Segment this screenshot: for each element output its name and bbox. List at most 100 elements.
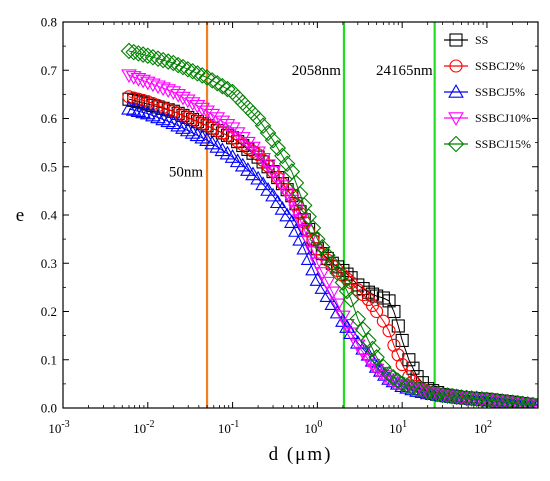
series-2-point-26 xyxy=(250,170,266,185)
series-3-point-30 xyxy=(269,173,286,187)
series-3-point-18 xyxy=(209,112,226,127)
series-3-point-5 xyxy=(145,78,161,93)
series-4-point-55 xyxy=(389,372,407,389)
series-2-point-15 xyxy=(194,129,211,144)
series-4-point-12 xyxy=(179,60,197,78)
series-3-point-23 xyxy=(234,132,251,146)
series-2-point-42 xyxy=(324,296,341,310)
series-4-point-52 xyxy=(375,358,392,376)
series-3-point-50 xyxy=(364,358,381,373)
series-4-point-3 xyxy=(134,46,152,63)
series-4-point-77 xyxy=(499,393,516,408)
series-4-point-56 xyxy=(393,375,411,393)
series-4-point-53 xyxy=(380,365,398,383)
series-4-point-62 xyxy=(424,384,441,402)
annotations: 50nm 2058nm 24165nm xyxy=(169,63,433,180)
series-4-point-45 xyxy=(338,282,356,300)
series-4-point-31 xyxy=(274,147,291,165)
series-4-point-8 xyxy=(159,53,177,70)
series-3-point-66 xyxy=(439,390,456,405)
series-4-point-30 xyxy=(269,139,287,157)
y-tick-label: 0.6 xyxy=(41,111,58,126)
series-2-point-8 xyxy=(160,113,177,128)
y-axis-title: e xyxy=(16,205,24,226)
series-4-point-6 xyxy=(149,50,167,67)
series-4-point-47 xyxy=(349,310,367,328)
series-3-point-3 xyxy=(135,74,151,89)
series-3-point-64 xyxy=(429,388,446,403)
series-4-point-10 xyxy=(169,56,187,74)
legend-marker-0 xyxy=(449,33,463,47)
series-2-point-23 xyxy=(234,157,251,172)
legend-label-0: SS xyxy=(475,33,488,47)
series-4-point-58 xyxy=(403,378,421,396)
series-3-point-32 xyxy=(279,187,295,202)
series-3-point-6 xyxy=(150,80,166,95)
series-2-point-28 xyxy=(260,182,276,196)
series-4-point-4 xyxy=(139,47,157,65)
series-3-point-40 xyxy=(314,267,331,281)
series-4-point-41 xyxy=(319,246,336,264)
series-3-point-22 xyxy=(229,127,246,141)
legend-label-3: SSBCJ10% xyxy=(475,111,531,125)
y-tick-label: 0.7 xyxy=(41,63,58,78)
series-2-point-36 xyxy=(296,240,313,255)
series-2-point-47 xyxy=(349,334,366,349)
series-4-point-71 xyxy=(468,390,486,408)
series-1-point-46 xyxy=(344,275,358,290)
annotation-1: 2058nm xyxy=(292,63,342,79)
x-tick-label: 10-2 xyxy=(133,419,154,436)
series-4-point-68 xyxy=(453,389,470,406)
series-3-point-65 xyxy=(434,389,451,404)
y-tick-label: 0.4 xyxy=(41,208,58,223)
series-3-point-46 xyxy=(343,327,359,342)
series-3-point-35 xyxy=(292,214,308,228)
series-4-point-14 xyxy=(189,65,206,82)
series-3-point-4 xyxy=(139,76,156,91)
series-3-point-33 xyxy=(283,194,300,209)
series-3-point-67 xyxy=(444,390,460,405)
series-4-point-51 xyxy=(368,349,385,366)
series-3-point-44 xyxy=(335,310,351,325)
series-2-point-1 xyxy=(125,102,142,116)
series-2-point-30 xyxy=(269,194,286,209)
series-3-point-38 xyxy=(305,246,321,261)
series-4-point-39 xyxy=(309,230,326,248)
series-4-point-57 xyxy=(398,377,416,394)
series-2-point-32 xyxy=(279,207,295,222)
series-3-point-7 xyxy=(155,82,171,97)
series-4-point-17 xyxy=(203,72,221,89)
series-2-point-44 xyxy=(335,313,351,327)
series-4-point-75 xyxy=(488,392,506,408)
series-3-point-41 xyxy=(319,276,336,291)
y-tick-label: 0.3 xyxy=(41,256,57,271)
legend-label-2: SSBCJ5% xyxy=(475,85,525,99)
series-3-point-16 xyxy=(199,105,215,120)
legend-marker-4 xyxy=(447,135,465,153)
series-2-point-29 xyxy=(265,187,281,202)
series-4-point-7 xyxy=(154,51,172,69)
series-2-point-10 xyxy=(170,117,186,132)
series-3-point-24 xyxy=(240,136,256,151)
axis-ticks: 10-3 10-2 10-1 100 101 102 0.0 0.1 0.2 0.3 0.4 0.5 0… xyxy=(41,15,539,436)
series-3-point-84 xyxy=(530,399,538,408)
x-tick-label: 10-1 xyxy=(218,419,239,436)
series-4-point-2 xyxy=(130,45,147,62)
series-4-point-13 xyxy=(184,63,201,80)
series-3-point-21 xyxy=(224,122,241,137)
data-series xyxy=(120,42,538,408)
series-4-point-1 xyxy=(125,43,142,61)
series-3-point-29 xyxy=(265,165,281,180)
series-1-point-38 xyxy=(306,233,320,247)
series-2-point-22 xyxy=(229,153,246,168)
series-2-point-4 xyxy=(139,105,156,120)
series-3-point-34 xyxy=(288,204,304,219)
series-4-point-63 xyxy=(429,385,446,403)
series-4-point-29 xyxy=(264,131,282,149)
series-4-point-16 xyxy=(198,69,216,86)
series-4-point-46 xyxy=(342,291,360,308)
series-4-point-44 xyxy=(334,274,352,291)
series-2-point-12 xyxy=(179,122,196,137)
series-1-point-44 xyxy=(336,268,350,282)
